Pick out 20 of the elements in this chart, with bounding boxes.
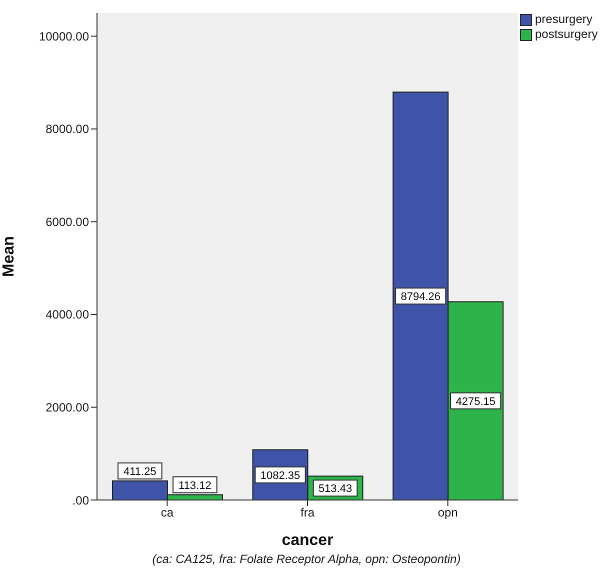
x-axis-title: cancer xyxy=(282,532,334,549)
y-tick-label: 10000.00 xyxy=(38,29,90,44)
y-tick-label: 6000.00 xyxy=(46,214,90,229)
y-axis-title: Mean xyxy=(0,236,18,277)
x-tick-label: fra xyxy=(300,506,315,520)
legend-label: presurgery xyxy=(535,12,592,27)
y-tick-label: 8000.00 xyxy=(46,122,90,136)
data-label: 8794.26 xyxy=(400,291,440,304)
y-tick-label: 4000.00 xyxy=(46,308,90,322)
x-tick-label: ca xyxy=(160,506,174,520)
data-label: 411.25 xyxy=(124,466,156,478)
y-tick-label: .00 xyxy=(72,493,90,508)
legend-label: postsurgery xyxy=(535,27,598,42)
x-tick-label: opn xyxy=(438,506,458,520)
data-label: 1082.35 xyxy=(260,470,300,482)
text: (ca: CA125, fra: Folate Receptor Alpha, opn: Osteopontin) xyxy=(151,552,462,566)
data-label: 4275.15 xyxy=(456,396,496,408)
y-tick-label: 2000.00 xyxy=(46,400,90,414)
data-label: 113.12 xyxy=(178,480,212,492)
data-label: 513.43 xyxy=(318,483,352,496)
